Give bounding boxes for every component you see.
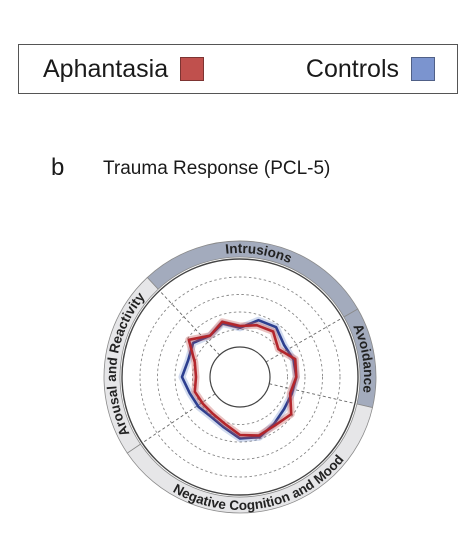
radar-spoke-2 — [265, 317, 343, 363]
radar-spoke-4 — [141, 393, 216, 444]
legend-label-controls: Controls — [305, 54, 399, 83]
legend-item-controls: Controls — [306, 55, 435, 84]
domain-label-text-1: Intrusions — [225, 241, 295, 266]
radar-ring-1 — [192, 329, 288, 425]
radar-ring-2 — [174, 311, 306, 443]
domain-label-intrusions: Intrusions — [225, 241, 295, 266]
legend-item-aphantasia: Aphantasia — [43, 54, 205, 84]
chart-title: Trauma Response (PCL-5) — [103, 158, 331, 179]
legend-label-aphantasia: Aphantasia — [43, 54, 169, 83]
radar-ring-3 — [157, 294, 323, 460]
panel-letter: b — [51, 154, 65, 181]
legend-swatch-aphantasia — [180, 57, 205, 81]
radar-spoke-1 — [159, 290, 220, 356]
legend-swatch-controls — [411, 57, 435, 81]
domain-label-negative-cognition-and-mood: Negative Cognition and Mood — [171, 452, 347, 513]
domain-band-arousal-and-reactivity — [103, 276, 159, 454]
domain-label-text-3: Negative Cognition and Mood — [171, 452, 347, 513]
radar-outer-circle — [121, 258, 359, 496]
radar-inner-circle — [209, 346, 271, 408]
radar-spoke-3 — [269, 383, 356, 404]
chart-legend: Aphantasia Controls — [18, 44, 458, 94]
series-line-aphantasia — [187, 320, 298, 437]
radar-ring-4 — [139, 276, 341, 478]
